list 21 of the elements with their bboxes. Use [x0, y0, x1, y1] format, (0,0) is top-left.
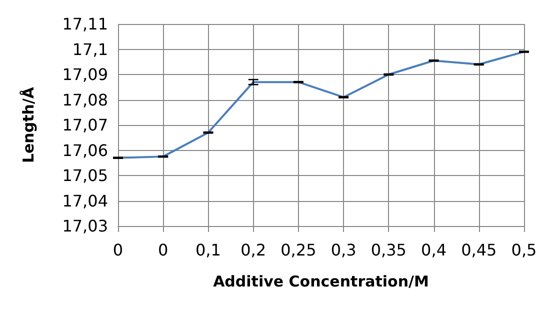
x-tick-label: 0,45: [461, 240, 497, 260]
x-tick-label: 0,5: [511, 240, 537, 260]
y-axis-title: Length/Å: [20, 86, 38, 164]
x-tick-label: 0: [112, 240, 124, 260]
y-tick-label: 17,05: [62, 166, 108, 185]
y-tick-label: 17,09: [62, 65, 108, 84]
x-tick-label: 0,3: [330, 240, 356, 260]
x-axis-title: Additive Concentration/M: [213, 272, 429, 290]
x-tick-label: 0,4: [421, 240, 447, 260]
x-tick-label: 0,25: [280, 240, 316, 260]
x-tick-label: 0,1: [195, 240, 221, 260]
y-tick-label: 17,06: [62, 140, 108, 160]
y-tick-label: 17,11: [62, 14, 108, 34]
x-tick-label: 0,2: [240, 240, 266, 260]
y-tick-label: 17,07: [62, 116, 108, 134]
x-tick-label: 0: [158, 240, 168, 260]
y-tick-label: 17,1: [72, 40, 108, 59]
x-tick-label: 0,35: [370, 240, 406, 260]
y-tick-label: 17,03: [62, 216, 108, 236]
y-tick-label: 17,04: [62, 191, 108, 210]
y-tick-label: 17,08: [62, 90, 108, 110]
